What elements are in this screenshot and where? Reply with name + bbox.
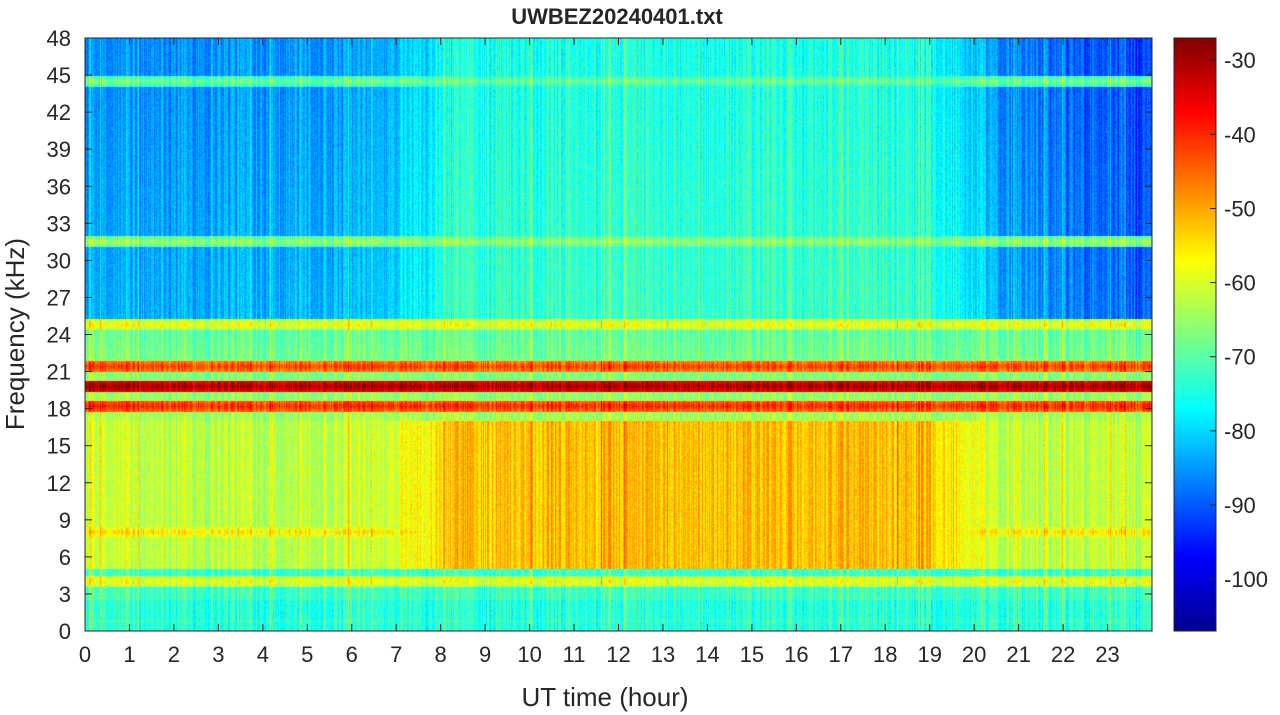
x-tick-label: 10 — [517, 642, 541, 667]
y-tick-label: 15 — [47, 434, 71, 459]
y-tick-label: 27 — [47, 285, 71, 310]
colorbar-tick-label: -70 — [1224, 345, 1256, 370]
x-tick-label: 4 — [257, 642, 269, 667]
x-tick-label: 3 — [212, 642, 224, 667]
x-tick-label: 11 — [563, 642, 586, 667]
y-tick-label: 42 — [47, 100, 71, 125]
x-tick-label: 6 — [346, 642, 358, 667]
x-tick-label: 18 — [873, 642, 897, 667]
x-tick-label: 5 — [301, 642, 313, 667]
chart-title: UWBEZ20240401.txt — [511, 4, 723, 29]
colorbar: -100 -90 -80 -70 -60 -50 -40 -30 — [1173, 37, 1268, 632]
x-tick-label: 20 — [962, 642, 986, 667]
colorbar-tick-label: -40 — [1224, 122, 1256, 147]
spectrogram-heatmap — [85, 38, 1152, 631]
x-axis: 0 1 2 3 4 5 6 7 8 9 10 11 12 13 14 15 16 17 18 19 20 21 22 23 — [79, 38, 1120, 667]
y-tick-label: 33 — [47, 211, 71, 236]
x-tick-label: 17 — [829, 642, 853, 667]
colorbar-tick-label: -80 — [1224, 419, 1256, 444]
y-tick-label: 21 — [47, 360, 71, 385]
colorbar-ticks: -100 -90 -80 -70 -60 -50 -40 -30 — [1210, 48, 1268, 592]
y-tick-label: 39 — [47, 137, 71, 162]
x-tick-label: 9 — [479, 642, 491, 667]
y-tick-label: 30 — [47, 248, 71, 273]
x-tick-label: 16 — [784, 642, 808, 667]
y-tick-label: 48 — [47, 26, 71, 51]
x-tick-label: 12 — [606, 642, 630, 667]
y-tick-label: 0 — [59, 619, 71, 644]
x-tick-label: 14 — [695, 642, 719, 667]
plot-area — [84, 37, 1153, 632]
y-tick-label: 24 — [47, 323, 71, 348]
colorbar-tick-label: -60 — [1224, 271, 1256, 296]
x-tick-label: 21 — [1006, 642, 1030, 667]
x-axis-label: UT time (hour) — [521, 682, 688, 712]
y-tick-label: 12 — [47, 471, 71, 496]
x-tick-label: 22 — [1051, 642, 1075, 667]
x-tick-label: 1 — [123, 642, 135, 667]
x-tick-label: 7 — [390, 642, 402, 667]
colorbar-gradient — [1173, 37, 1217, 632]
x-tick-label: 2 — [168, 642, 180, 667]
x-tick-label: 0 — [79, 642, 91, 667]
x-tick-label: 15 — [740, 642, 764, 667]
colorbar-tick-label: -30 — [1224, 48, 1256, 73]
y-tick-label: 18 — [47, 397, 71, 422]
y-tick-label: 36 — [47, 174, 71, 199]
colorbar-tick-label: -50 — [1224, 196, 1256, 221]
x-tick-label: 23 — [1095, 642, 1119, 667]
y-axis-label: Frequency (kHz) — [0, 238, 30, 430]
y-tick-label: 6 — [59, 545, 71, 570]
colorbar-tick-label: -100 — [1224, 567, 1268, 592]
x-tick-label: 8 — [435, 642, 447, 667]
x-tick-label: 19 — [917, 642, 941, 667]
colorbar-tick-label: -90 — [1224, 493, 1256, 518]
y-tick-label: 45 — [47, 63, 71, 88]
x-tick-label: 13 — [651, 642, 675, 667]
y-tick-label: 3 — [59, 582, 71, 607]
y-tick-label: 9 — [59, 508, 71, 533]
